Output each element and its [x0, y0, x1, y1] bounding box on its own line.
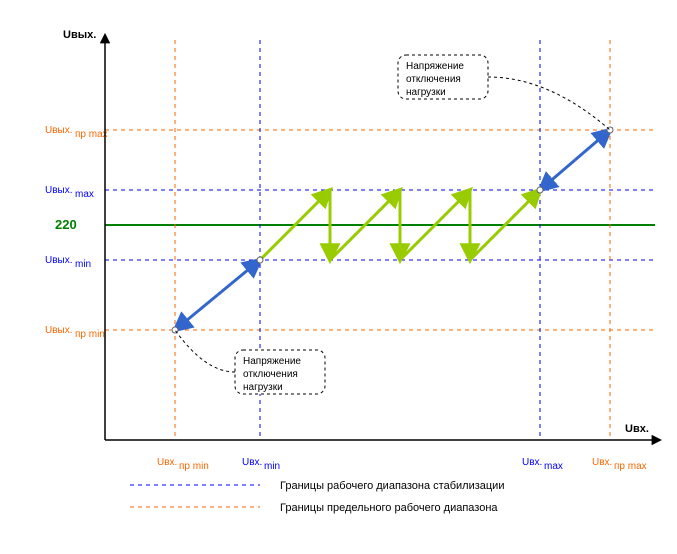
svg-text:Uвх.: Uвх.	[592, 457, 612, 468]
blue-seg-1-a	[540, 160, 575, 190]
marker	[257, 257, 263, 263]
callout-text-0-0: Напряжение	[406, 61, 464, 72]
ylabel-npmin: Uвых.пр min	[45, 325, 105, 340]
ylabel-min: Uвых.min	[45, 255, 91, 270]
ylabel-220: 220	[55, 217, 77, 232]
svg-text:пр min: пр min	[179, 461, 209, 472]
callout-text-0-1: отключения	[406, 74, 461, 85]
svg-text:min: min	[75, 259, 91, 270]
callout-text-1-1: отключения	[243, 369, 298, 380]
svg-text:Uвх.: Uвх.	[242, 457, 262, 468]
legend-label-1: Границы предельного рабочего диапазона	[280, 502, 498, 514]
svg-text:Uвых.: Uвых.	[45, 185, 73, 196]
svg-text:max: max	[75, 189, 94, 200]
xlabel-npmax: Uвх.пр max	[592, 457, 647, 472]
ylabel-max: Uвых.max	[45, 185, 94, 200]
svg-text:max: max	[544, 461, 563, 472]
ylabel-npmax: Uвых.пр max	[45, 125, 108, 140]
blue-seg-0-b	[218, 260, 261, 295]
blue-seg-0-a	[175, 295, 218, 330]
svg-text:пр min: пр min	[75, 329, 105, 340]
marker	[537, 187, 543, 193]
svg-text:Uвых.: Uвых.	[45, 325, 73, 336]
x-axis-title: Uвх.	[625, 423, 649, 435]
svg-text:Uвх.: Uвх.	[157, 457, 177, 468]
callout-tail-0	[488, 77, 610, 130]
y-axis-title: Uвых.	[63, 29, 96, 41]
svg-text:Uвых.: Uвых.	[45, 125, 73, 136]
svg-text:min: min	[264, 461, 280, 472]
callout-text-1-0: Напряжение	[243, 356, 301, 367]
xlabel-min: Uвх.min	[242, 457, 280, 472]
xlabel-npmin: Uвх.пр min	[157, 457, 209, 472]
svg-text:пр max: пр max	[75, 129, 108, 140]
voltage-regulation-diagram: Uвых.пр maxUвых.max220Uвых.minUвых.пр mi…	[10, 10, 667, 544]
svg-text:Uвых.: Uвых.	[45, 255, 73, 266]
legend-label-0: Границы рабочего диапазона стабилизации	[280, 480, 504, 492]
callout-tail-1	[175, 330, 235, 372]
callout-text-0-2: нагрузки	[406, 87, 446, 98]
blue-seg-1-b	[575, 130, 610, 160]
callout-text-1-2: нагрузки	[243, 382, 283, 393]
svg-text:Uвх.: Uвх.	[522, 457, 542, 468]
xlabel-max: Uвх.max	[522, 457, 563, 472]
svg-text:пр max: пр max	[614, 461, 647, 472]
